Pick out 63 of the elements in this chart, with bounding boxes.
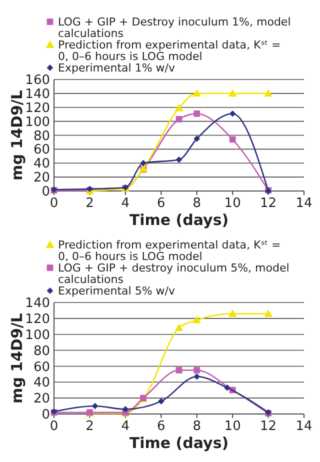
point	[192, 316, 202, 324]
y-tick-label: 40	[33, 376, 50, 391]
x-tick-label: 12	[260, 196, 277, 211]
x-tick-label: 14	[296, 196, 312, 211]
x-tick-label: 10	[224, 419, 241, 434]
point	[194, 366, 200, 374]
x-tick-label: 4	[121, 196, 130, 211]
point	[158, 398, 164, 404]
x-tick-label: 14	[296, 419, 312, 434]
x-tick-label: 8	[192, 419, 201, 434]
legend-label: Experimental 1% w/v	[58, 62, 176, 75]
x-tick-label: 2	[86, 196, 94, 211]
x-axis-title: Time (days)	[129, 434, 229, 452]
x-tick-label: 6	[157, 196, 166, 211]
point	[92, 402, 98, 410]
point	[176, 156, 182, 163]
point	[122, 406, 129, 412]
point	[228, 309, 237, 317]
legend-label: Prediction from experimental data, Kˢᵗ = 0, 0–6 hours is LOG model	[58, 38, 281, 64]
legend-label: Prediction from experimental data, Kˢᵗ = 0, 0–6 hours is LOG model	[58, 238, 281, 264]
y-tick-label: 20	[33, 170, 50, 186]
y-tick-label: 120	[25, 100, 50, 116]
x-axis-title: Time (days)	[129, 211, 229, 229]
point	[194, 110, 200, 117]
y-tick-label: 40	[33, 156, 50, 172]
y-tick-label: 0	[42, 408, 50, 423]
y-tick-label: 80	[33, 128, 50, 144]
point	[229, 136, 236, 143]
y-tick-label: 80	[33, 344, 50, 359]
legend-label: Experimental 5% w/v	[58, 284, 176, 298]
y-tick-label: 120	[25, 312, 50, 327]
y-tick-label: 0	[42, 184, 50, 200]
point	[194, 136, 200, 142]
point	[174, 324, 184, 332]
point	[229, 110, 236, 117]
y-axis-title: mg 14D9/L	[8, 312, 26, 404]
x-tick-label: 10	[224, 196, 241, 211]
y-tick-label: 160	[25, 73, 50, 88]
point	[194, 373, 200, 380]
x-tick-label: 4	[121, 419, 130, 434]
point	[264, 89, 272, 97]
point	[140, 160, 146, 166]
point	[176, 366, 182, 374]
point	[228, 89, 237, 97]
y-tick-label: 140	[25, 296, 50, 312]
legend-label: LOG + GIP + Destroy inoculum 1%, model calculations	[58, 16, 291, 40]
point	[264, 309, 272, 317]
x-tick-label: 12	[260, 419, 277, 434]
y-tick-label: 60	[33, 360, 50, 375]
y-axis-title: mg 14D9/L	[8, 90, 26, 180]
y-tick-label: 100	[25, 114, 50, 130]
y-tick-label: 100	[25, 328, 50, 343]
y-tick-label: 60	[33, 142, 50, 158]
y-tick-label: 20	[33, 392, 50, 407]
x-tick-label: 6	[157, 419, 166, 434]
y-tick-label: 140	[25, 86, 50, 102]
legend-label: LOG + GIP + destroy inoculum 5%, model calculations	[58, 262, 290, 286]
point	[176, 116, 182, 122]
point	[174, 104, 184, 112]
x-tick-label: 8	[192, 196, 201, 211]
point	[224, 384, 230, 391]
x-tick-label: 2	[86, 419, 94, 434]
point	[192, 89, 202, 97]
